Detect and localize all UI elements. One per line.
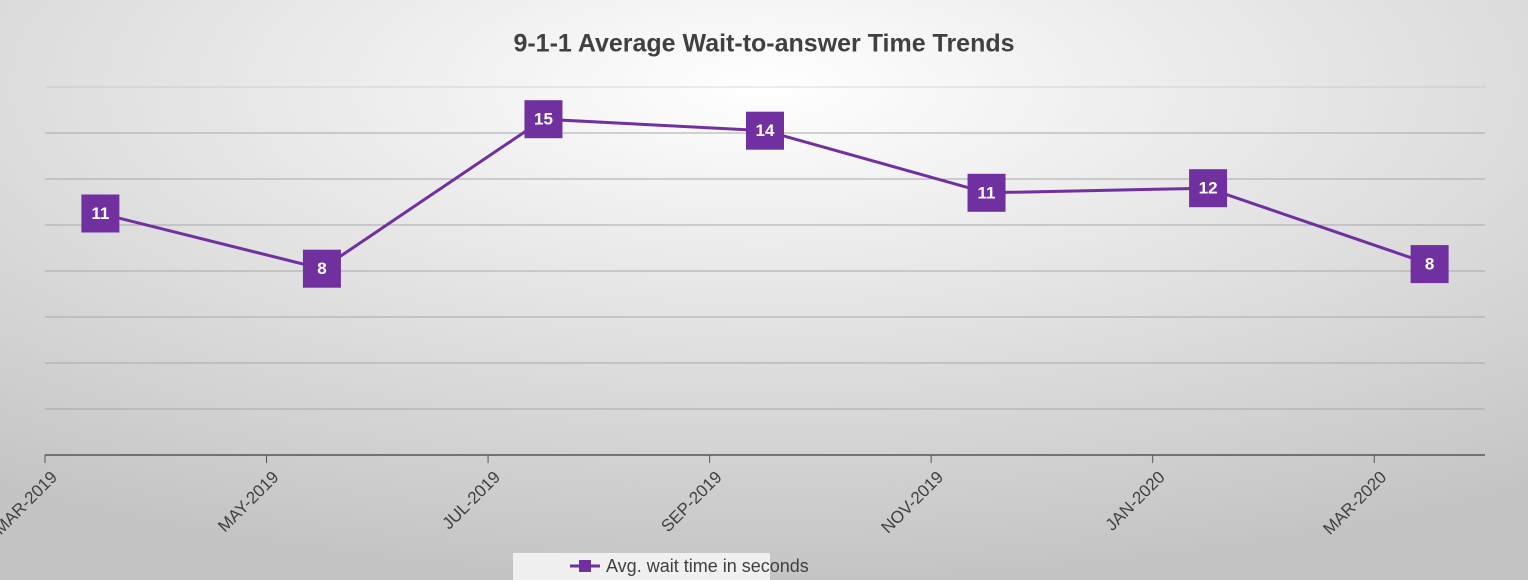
data-label: 15 <box>534 110 553 129</box>
data-label: 8 <box>317 259 326 278</box>
data-label: 11 <box>978 183 996 202</box>
legend-box <box>513 553 770 580</box>
data-label: 14 <box>756 121 775 140</box>
data-label: 11 <box>91 204 109 223</box>
marker <box>746 111 784 150</box>
legend-marker <box>579 560 591 572</box>
marker <box>302 249 341 288</box>
legend-label: Avg. wait time in seconds <box>606 556 809 576</box>
marker <box>81 194 120 233</box>
marker <box>524 100 563 139</box>
data-label: 8 <box>1425 255 1434 274</box>
chart-title: 9-1-1 Average Wait-to-answer Time Trends <box>513 30 1014 58</box>
marker <box>967 173 1006 212</box>
marker <box>1189 169 1228 208</box>
marker <box>1410 245 1449 284</box>
data-label: 12 <box>1199 179 1218 198</box>
